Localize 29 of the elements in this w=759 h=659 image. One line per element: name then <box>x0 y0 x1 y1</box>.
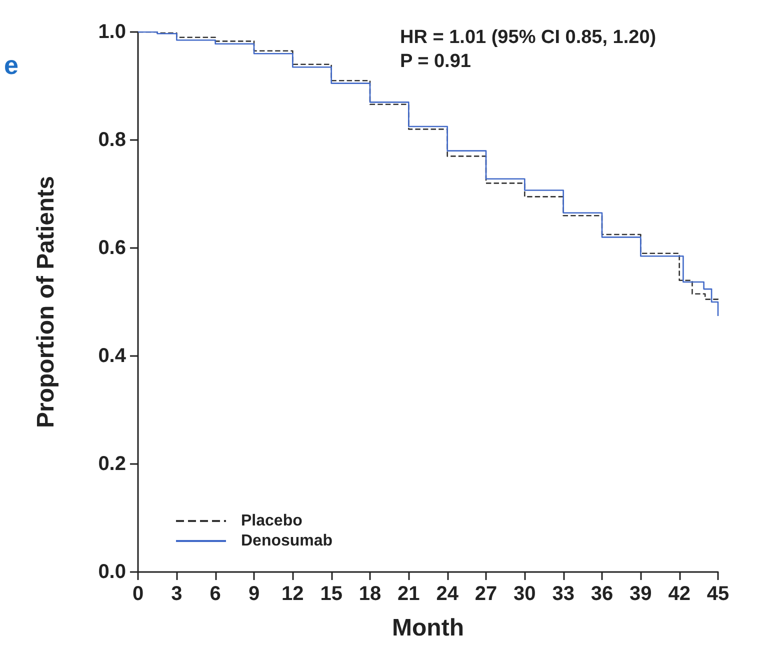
x-tick-label: 6 <box>210 583 221 605</box>
x-axis-title: Month <box>392 614 464 642</box>
x-tick-label: 3 <box>171 583 182 605</box>
x-tick-label: 33 <box>552 583 574 605</box>
legend-label: Placebo <box>241 512 303 530</box>
y-tick-label: 1.0 <box>98 21 126 43</box>
x-tick-label: 39 <box>630 583 652 605</box>
y-tick-label: 0.6 <box>98 237 126 259</box>
annotation: P = 0.91 <box>400 51 472 72</box>
x-tick-label: 45 <box>706 583 730 605</box>
y-tick-label: 0.0 <box>98 561 126 583</box>
x-tick-label: 18 <box>358 583 382 605</box>
annotation: HR = 1.01 (95% CI 0.85, 1.20) <box>400 27 656 48</box>
x-tick-label: 21 <box>398 583 420 605</box>
legend-label: Denosumab <box>241 532 333 550</box>
x-tick-label: 24 <box>436 583 460 605</box>
x-tick-label: 0 <box>132 583 144 605</box>
x-tick-label: 12 <box>282 583 304 605</box>
y-axis-title: Proportion of Patients <box>32 176 60 428</box>
text: e <box>4 50 18 80</box>
y-tick-label: 0.2 <box>98 453 126 475</box>
y-tick-label: 0.8 <box>98 129 126 151</box>
x-tick-label: 9 <box>248 583 260 605</box>
x-tick-label: 15 <box>320 583 342 605</box>
x-tick-label: 36 <box>590 583 614 605</box>
y-tick-label: 0.4 <box>98 345 127 367</box>
x-tick-label: 30 <box>514 583 536 605</box>
x-tick-label: 42 <box>668 583 690 605</box>
x-tick-label: 27 <box>474 583 498 605</box>
